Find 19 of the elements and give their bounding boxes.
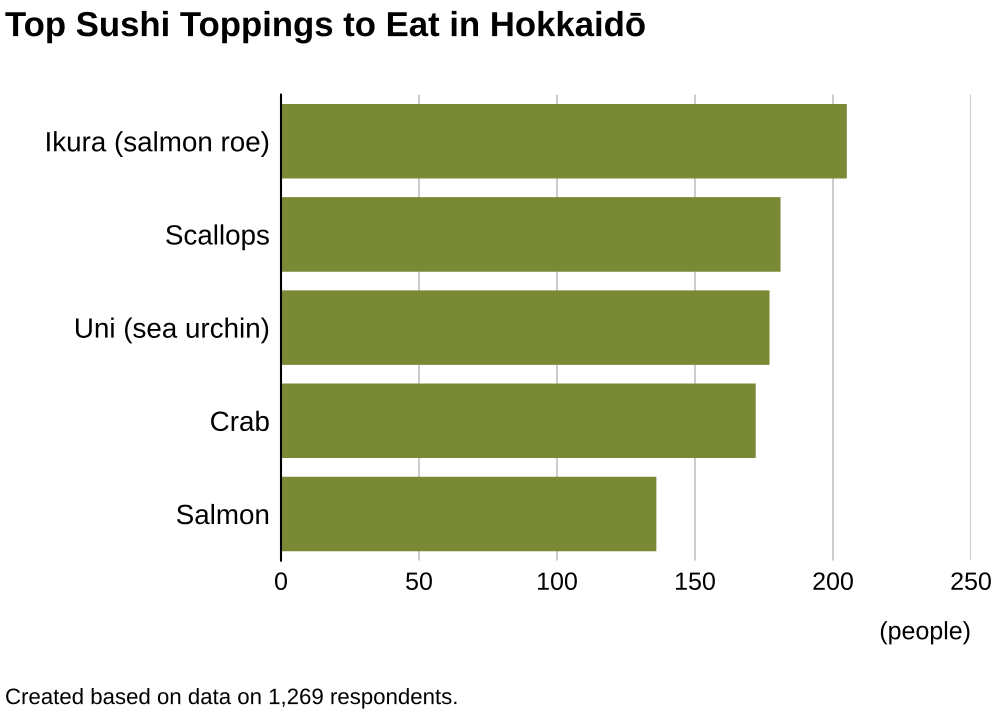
bar [281, 290, 770, 365]
x-tick-label: 0 [275, 572, 287, 590]
y-tick-label: Crab [211, 410, 269, 432]
x-axis-title: (people) [880, 621, 970, 644]
bar [281, 104, 847, 179]
bar [281, 476, 656, 552]
x-tick-label: 200 [813, 572, 853, 590]
x-tick-label: 250 [951, 572, 991, 590]
chart-title: Top Sushi Toppings to Eat in Hokkaidō [5, 10, 645, 44]
y-tick-label: Uni (sea urchin) [76, 318, 268, 344]
text: Created based on data on 1,269 respondents. [6, 688, 456, 709]
x-tick-label: 100 [538, 572, 577, 590]
y-tick-label: Ikura (salmon roe) [47, 131, 268, 158]
y-tick-label: Scallops [166, 224, 269, 250]
y-tick-label: Salmon [176, 504, 268, 524]
bar [281, 384, 756, 458]
x-tick-label: 150 [676, 572, 715, 590]
bar [281, 197, 781, 272]
x-tick-label: 50 [406, 572, 432, 590]
